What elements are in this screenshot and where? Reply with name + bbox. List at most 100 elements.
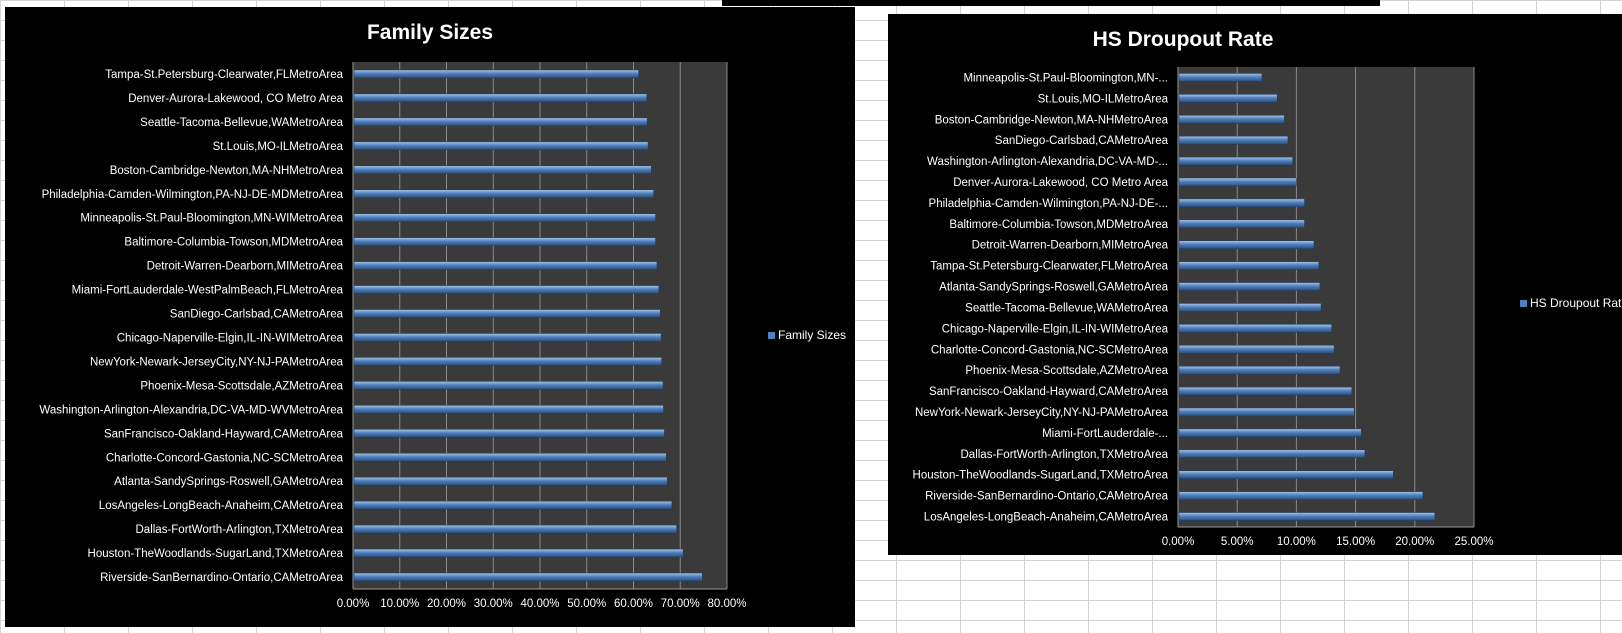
family-sizes-plot: 0.00% 10.00% 20.00% 30.00% 40.00% 50.00% 60.00… (39, 62, 846, 610)
category-label: Boston-Cambridge-Newton,MA-NHMetroArea (935, 114, 1169, 126)
x-tick-label: 10.00% (380, 598, 419, 610)
bar (1178, 407, 1355, 417)
category-label: Phoenix-Mesa-Scottsdale,AZMetroArea (965, 365, 1168, 377)
bar (1178, 115, 1285, 124)
bar (1178, 324, 1332, 333)
bar (353, 476, 668, 486)
category-label: Baltimore-Columbia-Towson,MDMetroArea (949, 219, 1168, 231)
top-black-bar (722, 0, 1380, 6)
bar (1178, 156, 1293, 166)
category-label: Boston-Cambridge-Newton,MA-NHMetroArea (110, 165, 344, 177)
bar (1178, 365, 1341, 375)
bar (1178, 345, 1335, 354)
bar (1178, 198, 1305, 208)
family-sizes-chart[interactable]: Family Sizes 0.00% 10.00% 20.00% 30.00% 40.0… (5, 7, 855, 627)
category-label: Seattle-Tacoma-Bellevue,WAMetroArea (965, 302, 1168, 314)
bar (353, 285, 660, 294)
bar (353, 237, 656, 246)
category-label: LosAngeles-LongBeach-Anaheim,CAMetroArea (99, 500, 344, 512)
bar (1178, 470, 1394, 479)
bar (1178, 240, 1315, 249)
category-label: Houston-TheWoodlands-SugarLand,TXMetroAr… (913, 470, 1169, 482)
x-tick-label: 30.00% (474, 598, 513, 610)
hs-dropout-plot: 0.00% 5.00% 10.00% 15.00% 20.00% 25.00% Minnea… (913, 67, 1622, 548)
bar (353, 333, 662, 342)
bar (1178, 177, 1297, 187)
category-label: Atlanta-SandySprings-Roswell,GAMetroArea (939, 282, 1168, 294)
category-label: Tampa-St.Petersburg-Clearwater,FLMetroAr… (930, 261, 1168, 273)
category-label: Atlanta-SandySprings-Roswell,GAMetroArea (114, 476, 343, 488)
category-label: Riverside-SanBernardino-Ontario,CAMetroA… (100, 572, 343, 584)
bar (353, 93, 647, 103)
legend-label: HS Droupout Rate (1530, 296, 1622, 310)
x-tick-label: 5.00% (1221, 536, 1254, 548)
category-label: Washington-Arlington-Alexandria,DC-VA-MD… (39, 404, 343, 416)
bar (1178, 428, 1362, 438)
legend-swatch (768, 332, 775, 339)
x-tick-label: 40.00% (520, 598, 559, 610)
category-label: Washington-Arlington-Alexandria,DC-VA-MD… (927, 156, 1168, 168)
bar (353, 309, 661, 318)
bar (353, 548, 684, 558)
bar (1178, 386, 1353, 396)
category-label: Miami-FortLauderdale-... (1042, 428, 1168, 440)
bar (1178, 449, 1366, 459)
x-tick-label: 10.00% (1277, 536, 1316, 548)
category-label: Dallas-FortWorth-Arlington,TXMetroArea (136, 524, 344, 536)
category-label: Phoenix-Mesa-Scottsdale,AZMetroArea (140, 380, 343, 392)
category-label: Chicago-Naperville-Elgin,IL-IN-WIMetroAr… (117, 332, 344, 344)
bar (1178, 491, 1424, 500)
bar (353, 429, 665, 438)
category-label: Riverside-SanBernardino-Ontario,CAMetroA… (925, 491, 1168, 503)
legend-label: Family Sizes (778, 328, 846, 342)
bar (1178, 135, 1289, 145)
category-label: SanFrancisco-Oakland-Hayward,CAMetroArea (104, 428, 344, 440)
x-tick-label: 15.00% (1336, 536, 1375, 548)
bar (1178, 219, 1305, 229)
category-label: Charlotte-Concord-Gastonia,NC-SCMetroAre… (106, 452, 344, 464)
category-label: NewYork-Newark-JerseyCity,NY-NJ-PAMetroA… (90, 356, 344, 368)
x-tick-label: 25.00% (1454, 536, 1493, 548)
x-tick-label: 70.00% (661, 598, 700, 610)
category-label: Dallas-FortWorth-Arlington,TXMetroArea (961, 449, 1169, 461)
legend-swatch (1520, 300, 1527, 307)
x-tick-label: 0.00% (1162, 536, 1195, 548)
category-label: SanDiego-Carlsbad,CAMetroArea (170, 309, 344, 321)
category-label: Philadelphia-Camden-Wilmington,PA-NJ-DE-… (42, 189, 344, 201)
bar (353, 453, 667, 462)
category-label: Charlotte-Concord-Gastonia,NC-SCMetroAre… (931, 344, 1169, 356)
category-label: Philadelphia-Camden-Wilmington,PA-NJ-DE-… (929, 198, 1168, 210)
bar (1178, 94, 1278, 103)
category-label: SanFrancisco-Oakland-Hayward,CAMetroArea (929, 386, 1169, 398)
bar (1178, 303, 1322, 312)
hs-dropout-chart[interactable]: HS Droupout Rate 0.00% 5.00% 10.00% 15.00% 2… (888, 14, 1622, 555)
bar (353, 213, 656, 222)
x-tick-label: 80.00% (707, 598, 746, 610)
bar (1178, 512, 1435, 521)
x-tick-label: 20.00% (427, 598, 466, 610)
bar (1178, 73, 1263, 82)
category-label: Chicago-Naperville-Elgin,IL-IN-WIMetroAr… (942, 323, 1169, 335)
category-label: SanDiego-Carlsbad,CAMetroArea (995, 135, 1169, 147)
category-label: Detroit-Warren-Dearborn,MIMetroArea (147, 261, 344, 273)
category-label: Denver-Aurora-Lakewood, CO Metro Area (953, 177, 1168, 189)
x-tick-label: 50.00% (567, 598, 606, 610)
category-label: St.Louis,MO-ILMetroArea (1038, 93, 1169, 105)
category-label: Baltimore-Columbia-Towson,MDMetroArea (124, 237, 343, 249)
x-tick-label: 0.00% (337, 598, 370, 610)
bar (353, 141, 649, 151)
x-tick-label: 20.00% (1395, 536, 1434, 548)
bar (353, 500, 673, 510)
bar (353, 405, 664, 414)
category-label: Houston-TheWoodlands-SugarLand,TXMetroAr… (88, 548, 344, 560)
bar (353, 357, 662, 366)
category-label: St.Louis,MO-ILMetroArea (213, 141, 344, 153)
bar (1178, 282, 1321, 291)
x-tick-label: 60.00% (614, 598, 653, 610)
chart-title: Family Sizes (366, 21, 494, 44)
category-label: Denver-Aurora-Lakewood, CO Metro Area (128, 93, 343, 105)
category-label: LosAngeles-LongBeach-Anaheim,CAMetroArea (924, 512, 1169, 524)
category-label: Miami-FortLauderdale-WestPalmBeach,FLMet… (72, 285, 344, 297)
bar (353, 69, 639, 79)
bar (353, 189, 654, 198)
